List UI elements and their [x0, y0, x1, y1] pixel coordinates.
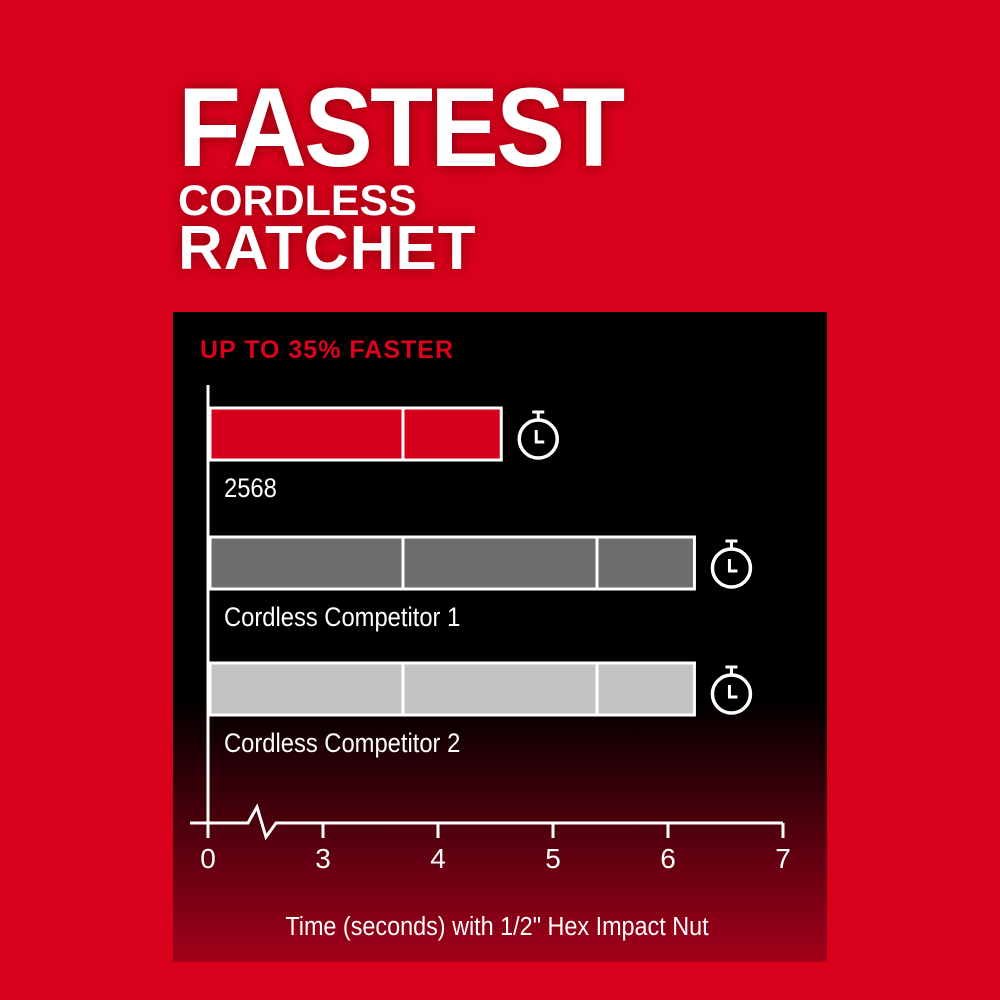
x-tick-label: 7 [775, 843, 791, 874]
stopwatch-icon-hands [534, 430, 545, 444]
x-tick-label: 5 [545, 843, 561, 874]
x-tick-label: 3 [315, 843, 331, 874]
x-tick-label: 0 [200, 843, 216, 874]
x-tick-label: 6 [660, 843, 676, 874]
chart-title: UP TO 35% FASTER [200, 336, 454, 364]
x-tick-label: 4 [430, 843, 446, 874]
bar-label: Cordless Competitor 2 [224, 729, 460, 759]
headline-ratchet: RATCHET [178, 214, 477, 283]
bar [208, 535, 696, 591]
x-axis-label: Time (seconds) with 1/2" Hex Impact Nut [285, 913, 708, 941]
headline-fastest: FASTEST [178, 65, 625, 190]
bar [208, 406, 503, 462]
x-axis [190, 803, 783, 841]
bar-label: 2568 [224, 474, 277, 504]
bar [208, 661, 696, 717]
stopwatch-icon-hands [727, 559, 738, 573]
bar-label: Cordless Competitor 1 [224, 603, 460, 633]
stopwatch-icon-hands [727, 685, 738, 699]
headline-cordless: CORDLESS [178, 177, 417, 225]
